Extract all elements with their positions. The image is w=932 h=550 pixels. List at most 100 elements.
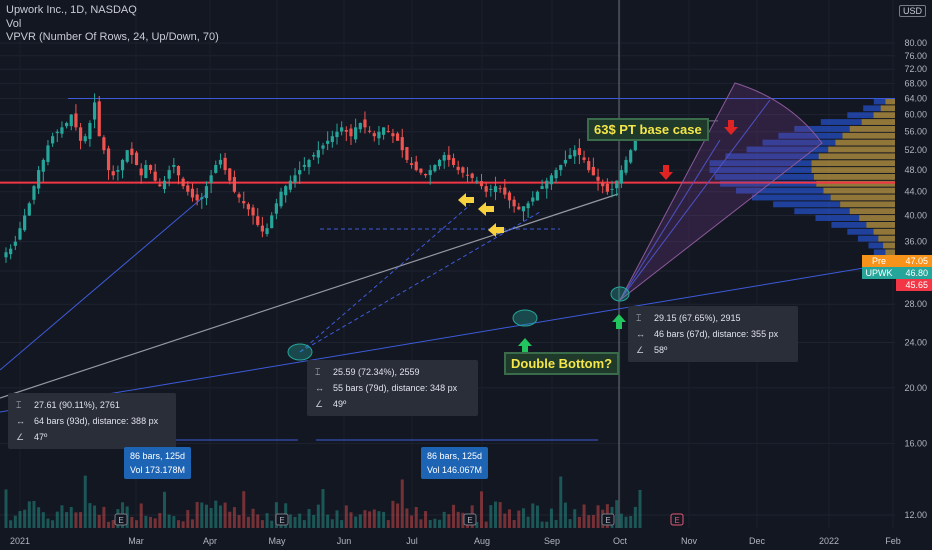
- x-tick-label: Dec: [749, 536, 766, 546]
- bars-range-icon: ↔: [636, 329, 645, 339]
- bars-box-2[interactable]: 86 bars, 125d Vol 146.067M: [421, 447, 489, 479]
- candle-body: [209, 175, 213, 184]
- double-bottom-annotation[interactable]: Double Bottom?: [504, 352, 620, 375]
- vp-row-up: [773, 201, 841, 208]
- candle-body: [330, 136, 334, 143]
- volume-bar: [363, 510, 367, 528]
- vp-row-down: [828, 146, 895, 153]
- candle-body: [545, 180, 549, 189]
- volume-bar: [51, 520, 55, 528]
- vp-row-up: [709, 167, 812, 173]
- volume-bar: [270, 520, 274, 528]
- y-tick-label: 68.00: [904, 78, 927, 88]
- candle-body: [475, 180, 479, 182]
- volume-bar: [535, 505, 539, 528]
- candle-body: [489, 188, 493, 190]
- bottom-ellipse: [287, 343, 313, 361]
- volume-bar: [312, 514, 316, 528]
- candle-body: [312, 155, 316, 157]
- volume-bar: [573, 509, 577, 528]
- vol-indicator-label[interactable]: Vol: [6, 18, 22, 30]
- measure-box-1[interactable]: ⌶ 27.61 (90.11%), 2761 ↔ 64 bars (93d), di…: [8, 393, 176, 449]
- volume-bar: [540, 521, 544, 528]
- volume-bar: [419, 519, 423, 528]
- vpvr-indicator-label[interactable]: VPVR (Number Of Rows, 24, Up/Down, 70): [6, 31, 219, 43]
- vp-row-up: [709, 160, 812, 167]
- x-tick-label: May: [268, 536, 286, 546]
- candle-body: [433, 164, 437, 172]
- symbol-title[interactable]: Upwork Inc., 1D, NASDAQ: [6, 4, 137, 16]
- candle-body: [465, 174, 470, 176]
- vp-row-down: [885, 98, 895, 105]
- candle-body: [610, 188, 614, 190]
- candle-body: [461, 167, 465, 173]
- y-tick-label: 40.00: [904, 210, 927, 220]
- candle-body: [386, 131, 390, 133]
- candle-body: [251, 207, 255, 216]
- y-tick-label: 20.00: [904, 383, 927, 393]
- volume-bar: [526, 516, 530, 528]
- volume-bar: [512, 519, 516, 528]
- volume-bar: [368, 511, 372, 528]
- candle-body: [470, 173, 474, 178]
- candle-body: [596, 176, 600, 181]
- candle-body: [293, 175, 297, 183]
- candle-body: [405, 147, 409, 160]
- pt-annotation[interactable]: 63$ PT base case: [587, 118, 709, 141]
- volume-bar: [167, 514, 171, 528]
- trend-line: [0, 261, 901, 413]
- price-tag-label-bg: [862, 255, 896, 267]
- x-tick-label: Mar: [128, 536, 144, 546]
- candle-body: [270, 215, 274, 229]
- candle-body: [605, 183, 609, 192]
- measure-box-2[interactable]: ⌶ 25.59 (72.34%), 2559 ↔ 55 bars (79d), di…: [307, 360, 478, 416]
- volume-bar: [209, 508, 213, 528]
- candle-body: [55, 131, 59, 134]
- currency-badge[interactable]: USD: [898, 5, 926, 17]
- vp-row-down: [866, 221, 895, 228]
- volume-bar: [37, 507, 41, 528]
- vp-row-up: [714, 173, 814, 180]
- x-tick-label: Sep: [544, 536, 560, 546]
- vp-row-down: [830, 194, 895, 201]
- bars-box-1[interactable]: 86 bars, 125d Vol 173.178M: [124, 447, 192, 479]
- volume-bar: [232, 507, 236, 528]
- volume-bar: [633, 506, 637, 528]
- candle-body: [587, 161, 591, 171]
- volume-bar: [158, 513, 162, 528]
- left-arrow-icon: [478, 202, 494, 216]
- earnings-marker-letter: E: [467, 516, 472, 525]
- earnings-marker-icon: [114, 513, 128, 526]
- volume-bar: [424, 511, 428, 528]
- candle-body: [181, 178, 185, 187]
- candle-body: [437, 159, 442, 167]
- volume-bar: [23, 509, 27, 528]
- vp-row-up: [857, 235, 879, 242]
- volume-bar: [596, 505, 600, 528]
- candle-body: [307, 159, 311, 168]
- volume-bar: [130, 516, 134, 528]
- volume-bar: [545, 521, 549, 528]
- measure-box-3[interactable]: ⌶ 29.15 (67.65%), 2915 ↔ 46 bars (67d), di…: [628, 306, 798, 362]
- candle-body: [633, 136, 637, 151]
- candle-body: [559, 164, 563, 171]
- candle-body: [106, 148, 111, 171]
- y-tick-label: 80.00: [904, 38, 927, 48]
- volume-bar: [493, 501, 497, 528]
- volume-bar: [172, 516, 176, 528]
- bars-range-icon: ↔: [315, 383, 324, 393]
- candle-body: [172, 164, 176, 167]
- candle-body: [218, 159, 223, 165]
- volume-bar: [163, 491, 166, 528]
- candle-body: [368, 130, 372, 132]
- volume-bar: [563, 502, 567, 528]
- candle-body: [260, 225, 264, 232]
- candle-body: [335, 131, 339, 138]
- candle-body: [111, 171, 115, 176]
- trend-line: [299, 211, 541, 353]
- volume-bar: [531, 503, 535, 528]
- candle-body: [349, 128, 353, 137]
- candle-body: [549, 175, 554, 185]
- volume-bar: [293, 516, 297, 528]
